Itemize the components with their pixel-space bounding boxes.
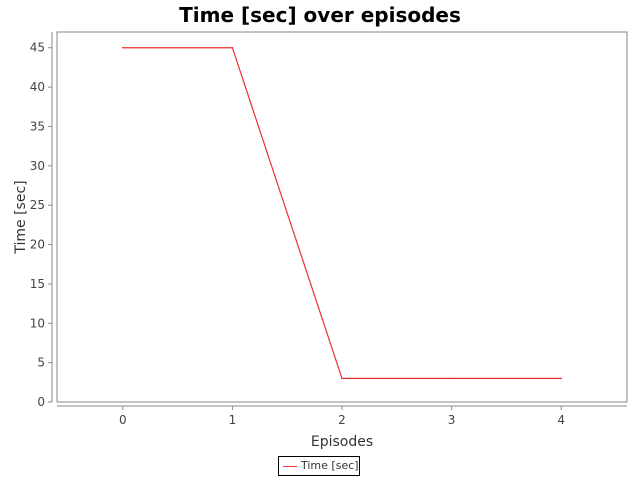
x-tick-label: 0 — [119, 413, 127, 427]
data-point — [560, 377, 563, 380]
y-tick-label: 15 — [30, 277, 45, 291]
y-tick-label: 20 — [30, 238, 45, 252]
y-tick-label: 45 — [30, 41, 45, 55]
x-tick-label: 4 — [557, 413, 565, 427]
chart-title: Time [sec] over episodes — [179, 3, 461, 27]
data-point — [341, 377, 343, 380]
data-point — [450, 377, 453, 380]
series-layer — [121, 46, 563, 380]
x-ticks: 0 1 2 3 4 — [119, 406, 565, 427]
y-tick-label: 0 — [37, 395, 45, 409]
x-tick-label: 3 — [448, 413, 456, 427]
y-tick-label: 35 — [30, 119, 45, 133]
y-axis-label: Time [sec] — [13, 180, 29, 254]
y-tick-label: 30 — [30, 159, 45, 173]
legend: Time [sec] — [278, 456, 360, 476]
x-tick-label: 1 — [229, 413, 237, 427]
y-tick-label: 10 — [30, 316, 45, 330]
plot-area — [56, 31, 628, 403]
x-axis-label: Episodes — [311, 434, 373, 450]
legend-swatch — [283, 466, 297, 467]
y-tick-label: 25 — [30, 198, 45, 212]
data-point — [121, 46, 124, 49]
x-tick-label: 2 — [338, 413, 346, 427]
y-tick-label: 5 — [37, 356, 45, 370]
legend-label: Time [sec] — [301, 459, 359, 472]
y-tick-label: 40 — [30, 80, 45, 94]
y-ticks: 0 5 10 15 20 25 30 35 40 45 — [30, 41, 52, 409]
data-point — [231, 46, 234, 49]
